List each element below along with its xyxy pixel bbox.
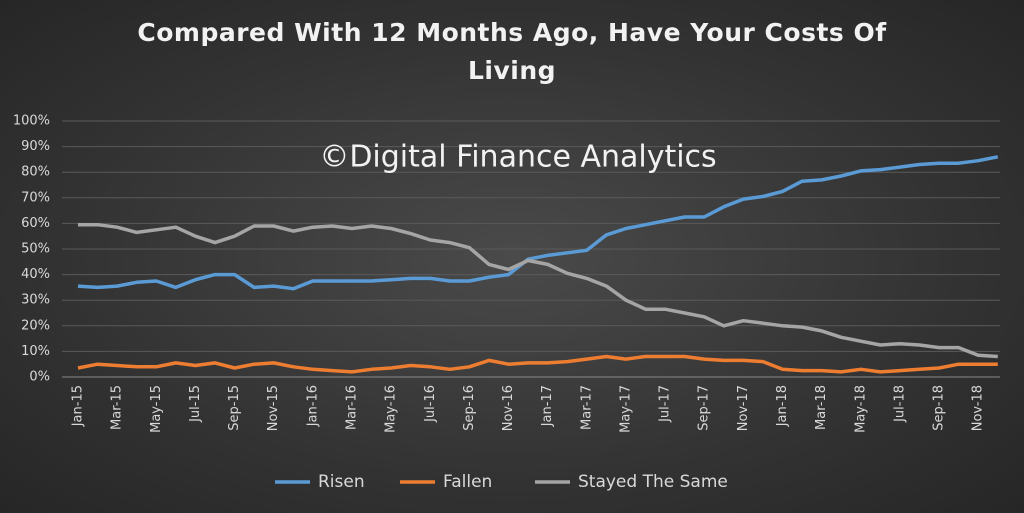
chart-title: Compared With 12 Months Ago, Have Your C… — [137, 18, 887, 85]
x-tick-label: May-18 — [853, 385, 868, 433]
x-tick-label: Mar-17 — [579, 385, 594, 430]
x-tick-label: Mar-18 — [814, 385, 829, 430]
y-tick-label: 10% — [21, 344, 50, 359]
y-tick-label: 80% — [21, 165, 50, 180]
x-tick-label: Sep-17 — [697, 385, 712, 431]
x-tick-label: Jan-15 — [71, 385, 86, 427]
x-tick-label: Nov-17 — [736, 385, 751, 431]
y-tick-label: 50% — [21, 242, 50, 257]
legend-label: Stayed The Same — [578, 472, 728, 492]
x-tick-label: Jan-18 — [775, 385, 790, 427]
y-tick-label: 20% — [21, 318, 50, 333]
x-tick-label: Jan-17 — [540, 385, 555, 427]
x-tick-label: Nov-18 — [971, 385, 986, 431]
x-tick-label: May-16 — [384, 385, 399, 433]
x-tick-label: May-15 — [149, 385, 164, 433]
x-tick-label: Jul-18 — [892, 385, 907, 423]
y-tick-label: 90% — [21, 139, 50, 154]
x-tick-label: Mar-15 — [110, 385, 125, 430]
line-series — [77, 354, 998, 374]
x-tick-label: Jul-17 — [658, 385, 673, 423]
x-tick-label: Sep-18 — [932, 385, 947, 431]
x-tick-label: Jan-16 — [305, 385, 320, 427]
x-tick-label: Nov-16 — [501, 385, 516, 431]
y-tick-label: 40% — [21, 267, 50, 282]
line-series — [78, 222, 998, 359]
legend-label: Fallen — [443, 472, 492, 492]
x-tick-label: Mar-16 — [344, 385, 359, 430]
y-tick-label: 100% — [13, 114, 50, 129]
x-tick-label: Sep-16 — [462, 385, 477, 431]
y-tick-label: 30% — [21, 293, 50, 308]
y-tick-label: 70% — [21, 190, 50, 205]
x-tick-label: Nov-15 — [266, 385, 281, 431]
legend-label: Risen — [318, 472, 365, 492]
x-tick-label: Jul-16 — [423, 385, 438, 423]
x-tick-label: Jul-15 — [188, 385, 203, 423]
x-tick-label: May-17 — [618, 385, 633, 433]
y-tick-label: 60% — [21, 216, 50, 231]
line-series — [77, 155, 999, 291]
watermark: ©Digital Finance Analytics — [319, 140, 716, 175]
y-tick-label: 0% — [29, 370, 50, 385]
x-tick-label: Sep-15 — [227, 385, 242, 431]
